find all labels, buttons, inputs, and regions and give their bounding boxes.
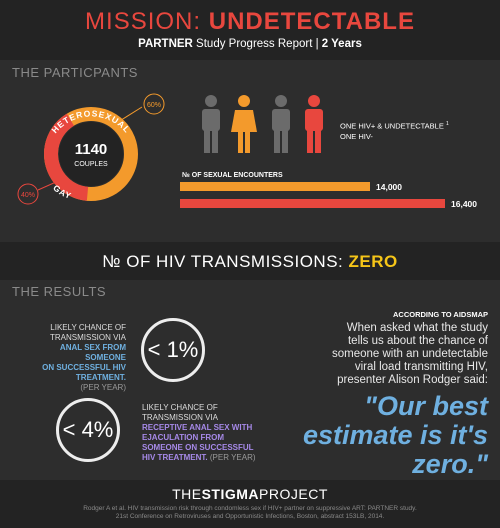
quote-intro: When asked what the study tells us about… [332,322,488,386]
according-source: ACCORDING TO AIDSMAP [392,310,488,319]
pull-quote: "Our best estimate is it's zero." [302,391,488,479]
brand-logo: THESTIGMAPROJECT [172,486,328,502]
legend-positive: ONE HIV+ & UNDETECTABLE 1 [340,121,449,131]
participants-heading: THE PARTICPANTS [12,65,138,80]
couples-label: COUPLES [74,161,108,168]
encounters-bar-value: 14,000 [376,182,402,192]
person-icon [272,95,290,153]
couples-count: 1140 [75,141,108,158]
stat1-text: LIKELY CHANCE OF TRANSMISSION VIA ANAL S… [42,323,126,392]
encounters-bar [180,182,370,191]
person-icon [305,95,323,153]
transmissions-headline: № OF HIV TRANSMISSIONS: ZERO [102,252,398,271]
person-icon [202,95,220,153]
stat2-text: LIKELY CHANCE OF TRANSMISSION VIA RECEPT… [142,403,256,462]
hetero-pct-badge [143,93,165,115]
person-icon [231,95,257,153]
encounters-bar-value: 16,400 [451,199,477,209]
encounters-bar [180,199,445,208]
page-subtitle: PARTNER Study Progress Report | 2 Years [138,38,362,50]
stat1-value: < 1% [147,337,199,362]
citation: Rodger A et al. HIV transmission risk th… [83,505,417,520]
encounters-label: № OF SEXUAL ENCOUNTERS [182,172,283,179]
gay-pct-label: 40% [21,192,35,199]
gay-pct-badge [17,183,39,205]
page-title: MISSION: UNDETECTABLE [85,8,415,35]
stat1-ring: < 1% [141,318,205,382]
gay-segment [44,113,89,201]
people-icons [202,95,323,153]
stat2-value: < 4% [62,417,114,442]
hetero-pct-label: 60% [147,102,161,109]
legend-negative: ONE HIV- [340,131,373,141]
gay-pct-line [37,181,57,191]
results-heading: THE RESULTS [12,284,107,299]
stat2-ring: < 4% [56,398,120,462]
couples-donut: HETEROSEXUAL GAY 1140 COUPLES 60% 40% [17,93,165,205]
donut-center [59,122,123,186]
hetero-pct-line [117,106,143,123]
people-legend: ONE HIV+ & UNDETECTABLE 1 ONE HIV- [340,119,449,142]
